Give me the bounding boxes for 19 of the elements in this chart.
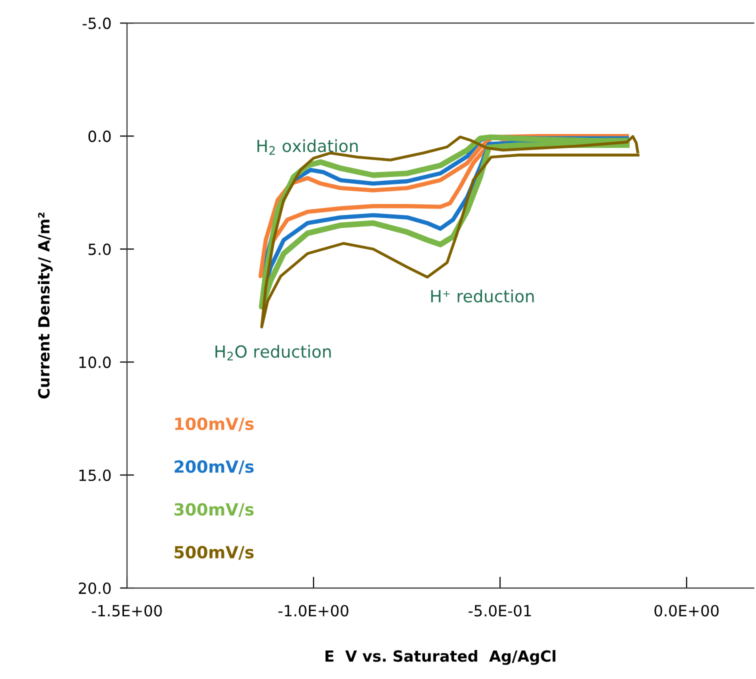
y-tick-label: -5.0	[82, 18, 111, 30]
text: 300mV/s	[174, 503, 254, 517]
annotation: H$_{2}$O reduction	[216, 344, 331, 360]
text: 100mV/s	[175, 417, 254, 432]
x-tick-label: 0.0E+00	[654, 604, 719, 617]
y-axis-title: Current Density/ A/m²	[38, 212, 53, 399]
text: 200mV/s	[174, 460, 254, 474]
x-tick-label: -5.0E-01	[468, 604, 531, 617]
y-tick-label: 5.0	[88, 244, 111, 256]
annotation: H$_{2}$ oxidation	[257, 139, 358, 155]
y-tick-label: 15.0	[79, 469, 111, 482]
x-axis-title: E V vs. Saturated Ag/AgCl	[326, 650, 556, 665]
text: 500mV/s	[174, 546, 254, 560]
y-tick-label: 0.0	[88, 130, 111, 142]
x-tick-label: -1.0E+00	[278, 604, 348, 617]
y-tick-label: 10.0	[79, 356, 111, 368]
y-tick-label: 20.0	[78, 582, 111, 594]
x-tick-label: -1.5E+00	[92, 604, 162, 617]
annotation: H⁺ reduction	[431, 290, 534, 302]
